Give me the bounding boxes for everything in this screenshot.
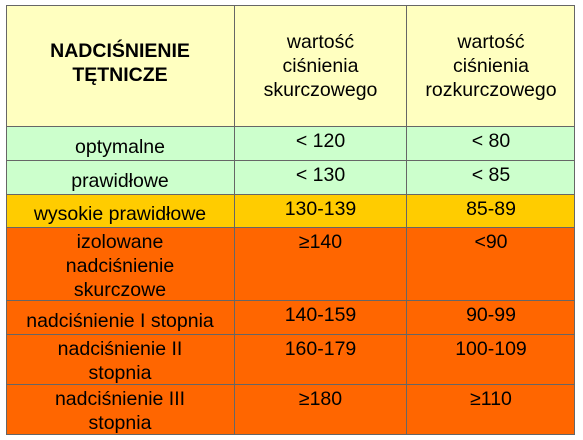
diastolic-cell: 90-99 [407,301,575,335]
header-category: NADCIŚNIENIE TĘTNICZE [6,5,235,127]
category-cell: izolowane nadciśnienie skurczowe [6,228,235,301]
systolic-cell: 160-179 [235,335,407,385]
diastolic-cell: <90 [407,228,575,301]
table-row: nadciśnienie II stopnia 160-179 100-109 [6,335,575,385]
category-cell: prawidłowe [6,161,235,195]
category-cell: optymalne [6,127,235,161]
category-cell: wysokie prawidłowe [6,195,235,228]
category-cell: nadciśnienie II stopnia [6,335,235,385]
table-row: nadciśnienie III stopnia ≥180 ≥110 [6,385,575,435]
table-row: prawidłowe < 130 < 85 [6,161,575,195]
header-row: NADCIŚNIENIE TĘTNICZE wartość ciśnienia … [6,5,575,127]
systolic-cell: ≥180 [235,385,407,435]
diastolic-cell: < 80 [407,127,575,161]
systolic-cell: 140-159 [235,301,407,335]
table-row: wysokie prawidłowe 130-139 85-89 [6,195,575,228]
table-row: izolowane nadciśnienie skurczowe ≥140 <9… [6,228,575,301]
header-diastolic: wartość ciśnienia rozkurczowego [407,5,575,127]
systolic-cell: < 120 [235,127,407,161]
diastolic-cell: 85-89 [407,195,575,228]
category-cell: nadciśnienie I stopnia [6,301,235,335]
diastolic-cell: 100-109 [407,335,575,385]
table-row: optymalne < 120 < 80 [6,127,575,161]
systolic-cell: < 130 [235,161,407,195]
systolic-cell: 130-139 [235,195,407,228]
category-cell: nadciśnienie III stopnia [6,385,235,435]
table-row: nadciśnienie I stopnia 140-159 90-99 [6,301,575,335]
header-systolic: wartość ciśnienia skurczowego [235,5,407,127]
diastolic-cell: < 85 [407,161,575,195]
systolic-cell: ≥140 [235,228,407,301]
diastolic-cell: ≥110 [407,385,575,435]
